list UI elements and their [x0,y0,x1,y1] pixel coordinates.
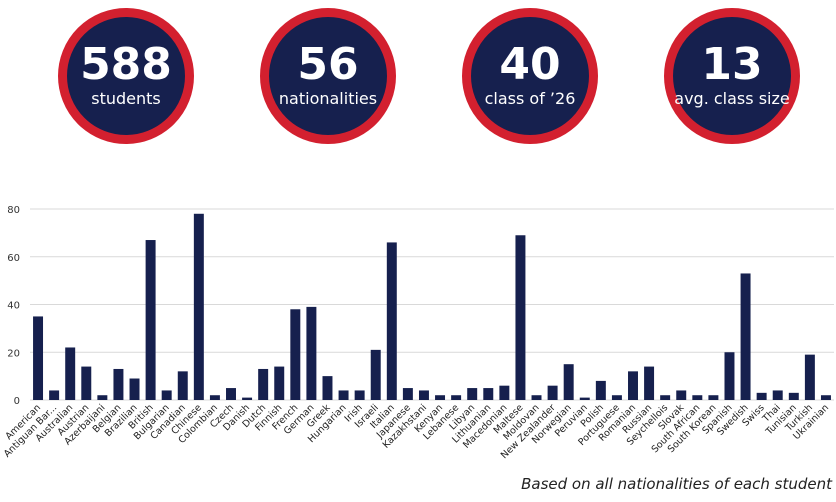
bar [161,390,172,400]
bar [547,385,558,400]
bar [531,395,542,400]
stat-label: students [91,89,161,108]
bar [306,306,317,400]
stat-label: nationalities [278,89,378,108]
bar [386,242,397,400]
bar [145,240,156,400]
bar [290,309,301,400]
stat-value: 40 [499,39,561,90]
stat-avg-class-size: 13 avg. class size [664,8,800,144]
bar [354,390,365,400]
y-tick-label: 40 [7,301,20,312]
bar [724,352,735,400]
bar [644,366,655,400]
y-tick-label: 20 [7,348,20,359]
bar [772,390,783,400]
y-tick-label: 0 [14,396,20,407]
bar [193,213,204,400]
stat-value: 588 [80,39,172,90]
chart-footnote: Based on all nationalities of each stude… [521,475,832,493]
bar [740,273,751,400]
bar [660,395,671,400]
bar [692,395,703,400]
y-tick-label: 80 [7,205,20,216]
bar [708,395,719,400]
chart-bars [33,213,831,400]
bar [788,392,799,400]
bar [322,376,333,400]
bar [595,380,606,400]
bar [33,316,44,400]
bar [209,395,220,400]
stat-nationalities: 56 nationalities [260,8,396,144]
bar [451,395,462,400]
bar [628,371,638,400]
y-tick-label: 60 [7,253,20,264]
bar [611,395,622,400]
bar [804,354,815,400]
bar [483,388,494,400]
bar [820,395,831,400]
bar [49,390,60,400]
bar [402,388,413,400]
bar [258,368,269,400]
bar [676,390,687,400]
bar [756,392,767,400]
stat-label: class of ’26 [484,89,576,108]
bar [515,235,526,400]
bar [113,368,124,400]
bar [274,366,285,400]
bar [97,395,108,400]
bar [499,385,510,400]
bar [338,390,349,400]
bar [65,347,76,400]
bar [370,349,381,400]
stat-value: 13 [701,39,763,90]
bar [129,378,140,400]
bar [418,390,429,400]
bar [226,388,236,400]
bar [81,366,92,400]
y-axis: 0 20 40 60 80 [7,205,20,407]
stat-class-of-26: 40 class of ’26 [462,8,598,144]
bar [435,395,446,400]
bar [177,371,188,400]
stat-students: 588 students [58,8,194,144]
bar [579,397,590,400]
bar [563,364,574,400]
stat-value: 56 [297,39,359,90]
stat-label: avg. class size [674,89,790,108]
bar [467,388,478,400]
bar [242,397,253,400]
